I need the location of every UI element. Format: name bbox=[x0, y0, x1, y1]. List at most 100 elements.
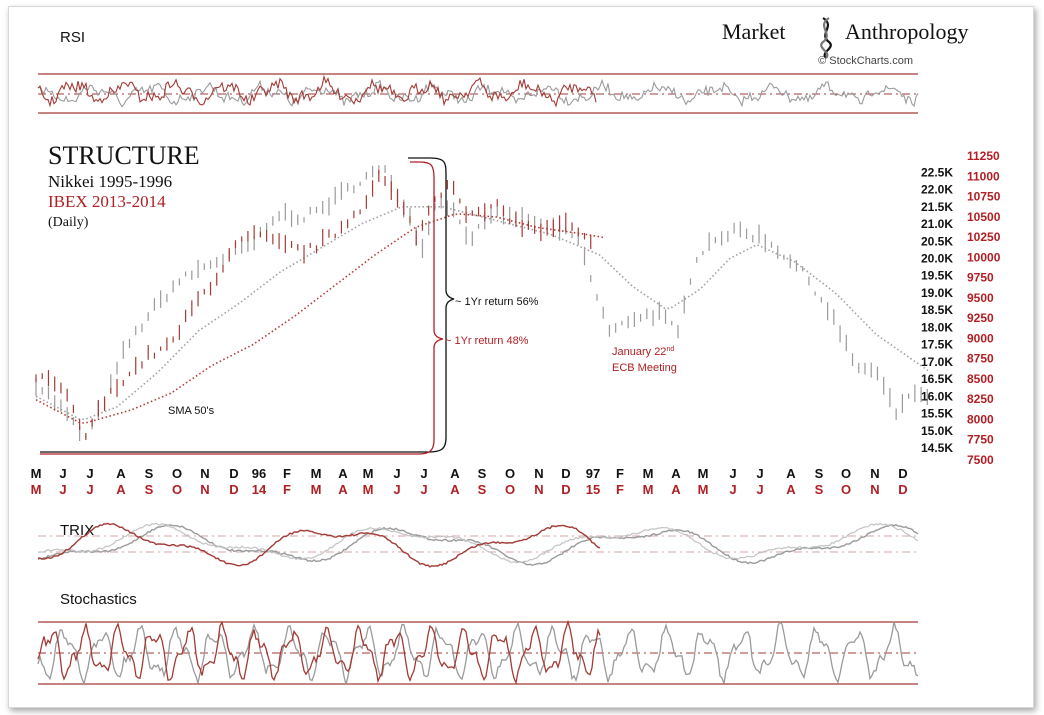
y-tick-label-right: 9500 bbox=[967, 291, 994, 305]
chart-frame bbox=[8, 6, 1034, 708]
rsi-label: RSI bbox=[60, 29, 85, 46]
x-tick-label-top: N bbox=[534, 466, 543, 481]
x-tick-label-top: M bbox=[643, 466, 654, 481]
x-tick-label-bottom: F bbox=[283, 482, 291, 497]
x-tick-label-top: J bbox=[393, 466, 400, 481]
x-tick-label-top: D bbox=[898, 466, 907, 481]
x-tick-label-top: A bbox=[116, 466, 126, 481]
x-tick-label-top: S bbox=[145, 466, 154, 481]
y-tick-label-left: 15.0K bbox=[921, 424, 953, 438]
x-tick-label-bottom: 14 bbox=[252, 482, 267, 497]
y-tick-label-left: 20.0K bbox=[921, 251, 953, 265]
x-tick-label-bottom: J bbox=[59, 482, 66, 497]
ibex-sma-line bbox=[35, 213, 606, 424]
y-tick-label-right: 10750 bbox=[967, 190, 1001, 204]
y-tick-label-right: 10250 bbox=[967, 230, 1001, 244]
x-tick-label-top: S bbox=[478, 466, 487, 481]
chart-subtitle-ibex: IBEX 2013-2014 bbox=[48, 192, 166, 211]
stochastics-nikkei-line bbox=[37, 620, 919, 686]
x-tick-label-bottom: A bbox=[671, 482, 681, 497]
y-tick-label-left: 21.5K bbox=[921, 200, 953, 214]
x-tick-label-top: N bbox=[200, 466, 209, 481]
x-tick-label-bottom: A bbox=[450, 482, 460, 497]
x-tick-label-top: D bbox=[229, 466, 238, 481]
x-tick-label-bottom: D bbox=[561, 482, 570, 497]
y-tick-label-right: 9250 bbox=[967, 311, 994, 325]
brand-name-left: Market bbox=[722, 19, 786, 44]
y-tick-label-left: 20.5K bbox=[921, 234, 953, 248]
x-tick-label-top: M bbox=[31, 466, 42, 481]
x-tick-label-bottom: J bbox=[393, 482, 400, 497]
dna-icon bbox=[820, 17, 832, 59]
y-tick-label-left: 18.5K bbox=[921, 303, 953, 317]
x-tick-label-top: F bbox=[283, 466, 291, 481]
y-tick-label-right: 9750 bbox=[967, 271, 994, 285]
x-tick-label-top: F bbox=[616, 466, 624, 481]
nikkei-sma-line bbox=[35, 206, 931, 421]
y-tick-label-right: 11000 bbox=[967, 169, 1000, 183]
x-tick-label-bottom: M bbox=[311, 482, 322, 497]
y-tick-label-right: 10000 bbox=[967, 250, 1001, 264]
y-tick-label-right: 8750 bbox=[967, 352, 994, 366]
x-tick-label-bottom: S bbox=[478, 482, 487, 497]
x-tick-label-top: A bbox=[338, 466, 348, 481]
return-brackets bbox=[40, 157, 455, 455]
rsi-panel bbox=[37, 73, 919, 114]
y-tick-label-right: 8000 bbox=[967, 412, 994, 426]
y-tick-label-left: 14.5K bbox=[921, 441, 953, 455]
trix-nikkei-signal-line bbox=[37, 522, 919, 564]
x-tick-label-bottom: A bbox=[338, 482, 348, 497]
x-tick-label-bottom: J bbox=[756, 482, 763, 497]
x-axis-ibex-months: M J J A S O N D 14 F M A M J J A S O N D 15 F M A M J J A S O N D bbox=[31, 482, 908, 497]
y-tick-label-left: 18.0K bbox=[921, 320, 953, 334]
stochastics-ibex-line bbox=[37, 619, 601, 685]
x-tick-label-bottom: M bbox=[363, 482, 374, 497]
credit-text: © StockCharts.com bbox=[818, 55, 913, 67]
x-tick-label-top: J bbox=[59, 466, 66, 481]
chart-subtitle-daily: (Daily) bbox=[48, 215, 89, 230]
x-tick-label-bottom: A bbox=[116, 482, 126, 497]
y-tick-label-right: 7500 bbox=[967, 453, 994, 467]
x-tick-label-bottom: F bbox=[616, 482, 624, 497]
x-tick-label-bottom: S bbox=[815, 482, 824, 497]
y-tick-label-left: 19.5K bbox=[921, 269, 953, 283]
x-tick-label-top: O bbox=[505, 466, 515, 481]
x-tick-label-top: M bbox=[698, 466, 709, 481]
trix-ibex-line bbox=[37, 522, 601, 568]
x-tick-label-top: J bbox=[420, 466, 427, 481]
x-tick-label-top: D bbox=[561, 466, 570, 481]
x-tick-label-bottom: J bbox=[420, 482, 427, 497]
x-tick-label-top: O bbox=[841, 466, 851, 481]
return-annotation-ibex: ~ 1Yr return 48% bbox=[445, 335, 529, 347]
x-tick-label-bottom: O bbox=[172, 482, 182, 497]
y-tick-label-left: 21.0K bbox=[921, 217, 953, 231]
x-tick-label-bottom: N bbox=[200, 482, 209, 497]
rsi-nikkei-line bbox=[37, 78, 919, 108]
chart-title: STRUCTURE bbox=[48, 141, 200, 170]
x-tick-label-top: 97 bbox=[586, 466, 600, 481]
y-tick-label-left: 16.5K bbox=[921, 372, 953, 386]
trix-panel bbox=[37, 522, 919, 568]
x-tick-label-top: A bbox=[671, 466, 681, 481]
x-tick-label-bottom: 15 bbox=[586, 482, 600, 497]
x-tick-label-top: S bbox=[815, 466, 824, 481]
x-tick-label-bottom: D bbox=[898, 482, 907, 497]
x-axis-nikkei-months: M J J A S O N D 96 F M A M J J A S O N D 97 F M A M J J A S O N D bbox=[31, 466, 908, 481]
y-tick-label-left: 16.0K bbox=[921, 389, 953, 403]
trix-label: TRIX bbox=[60, 522, 94, 539]
x-tick-label-top: J bbox=[756, 466, 763, 481]
x-tick-label-bottom: N bbox=[870, 482, 879, 497]
chart-subtitle-nikkei: Nikkei 1995-1996 bbox=[48, 172, 172, 191]
x-tick-label-top: 96 bbox=[252, 466, 266, 481]
y-tick-label-right: 9000 bbox=[967, 331, 994, 345]
x-tick-label-bottom: S bbox=[145, 482, 154, 497]
stochastics-label: Stochastics bbox=[60, 591, 137, 608]
y-tick-label-left: 22.5K bbox=[921, 165, 953, 179]
sma-annotation: SMA 50's bbox=[168, 405, 215, 417]
y-tick-label-right: 10500 bbox=[967, 210, 1001, 224]
return-annotation-nikkei: ~ 1Yr return 56% bbox=[455, 296, 539, 308]
rsi-ibex-line bbox=[37, 74, 597, 108]
event-annotation-line2: ECB Meeting bbox=[612, 362, 677, 374]
x-tick-label-bottom: A bbox=[786, 482, 796, 497]
